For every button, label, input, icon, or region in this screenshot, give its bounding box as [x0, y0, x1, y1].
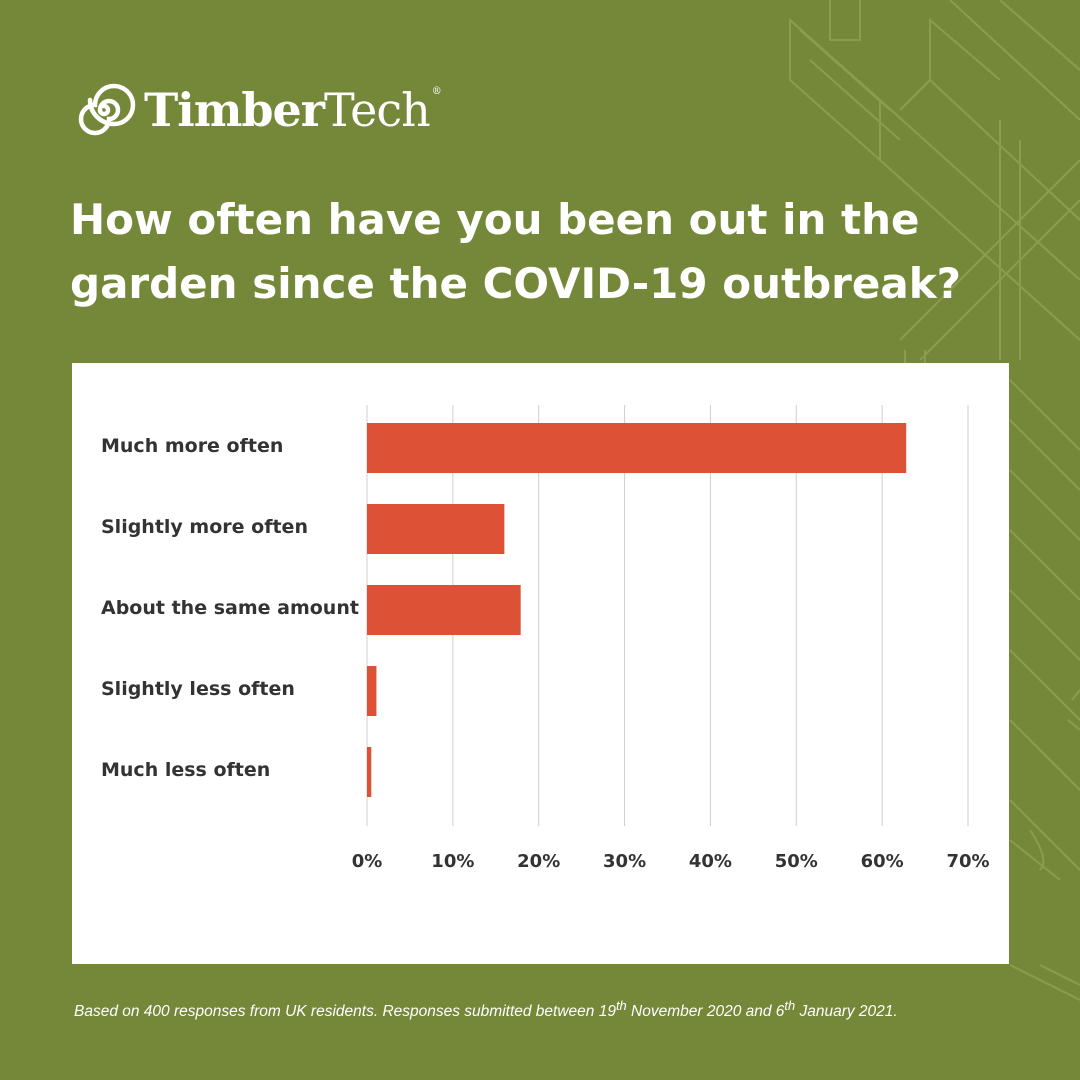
bar-chart: 0% 10% 20% 30% 40% 50% 60% 70% Much more often Sl…: [101, 405, 990, 872]
footnote-prefix: Based on 400 responses from UK residents…: [74, 1003, 616, 1021]
bar: [367, 585, 521, 635]
footnote: Based on 400 responses from UK residents…: [74, 998, 1054, 1021]
x-tick-label: 30%: [603, 851, 646, 872]
category-label: Slightly more often: [101, 516, 308, 538]
category-label: About the same amount: [101, 597, 359, 619]
page-title-line-2: garden since the COVID-19 outbreak?: [70, 259, 961, 308]
brand-name-regular: Tech: [324, 83, 431, 137]
page-title-line-1: How often have you been out in the: [70, 195, 920, 244]
x-tick-label: 10%: [431, 851, 474, 872]
bar: [367, 666, 377, 716]
footnote-middle: November 2020 and 6: [626, 1003, 785, 1021]
page-title: How often have you been out in the garde…: [70, 188, 1030, 316]
category-label: Slightly less often: [101, 678, 295, 700]
x-tick-label: 40%: [689, 851, 732, 872]
x-tick-label: 20%: [517, 851, 560, 872]
x-tick-label: 70%: [946, 851, 989, 872]
bar: [367, 423, 907, 473]
x-tick-label: 0%: [352, 851, 383, 872]
x-tick-label: 50%: [775, 851, 818, 872]
spiral-icon: [78, 83, 136, 136]
x-tick-label: 60%: [861, 851, 904, 872]
brand-name-bold: Timber: [144, 83, 325, 137]
timbertech-logo: TimberTech ®: [72, 78, 442, 142]
chart-panel: 0% 10% 20% 30% 40% 50% 60% 70% Much more often Sl…: [72, 363, 1009, 964]
category-label: Much more often: [101, 435, 283, 457]
footnote-suffix: January 2021.: [795, 1003, 898, 1021]
category-label: Much less often: [101, 759, 270, 781]
footnote-sup-1: th: [615, 998, 627, 1013]
bar: [367, 504, 505, 554]
bar: [367, 747, 372, 797]
brand-wordmark: TimberTech ®: [144, 86, 442, 134]
footnote-sup-2: th: [784, 998, 796, 1013]
registered-mark: ®: [431, 86, 442, 97]
